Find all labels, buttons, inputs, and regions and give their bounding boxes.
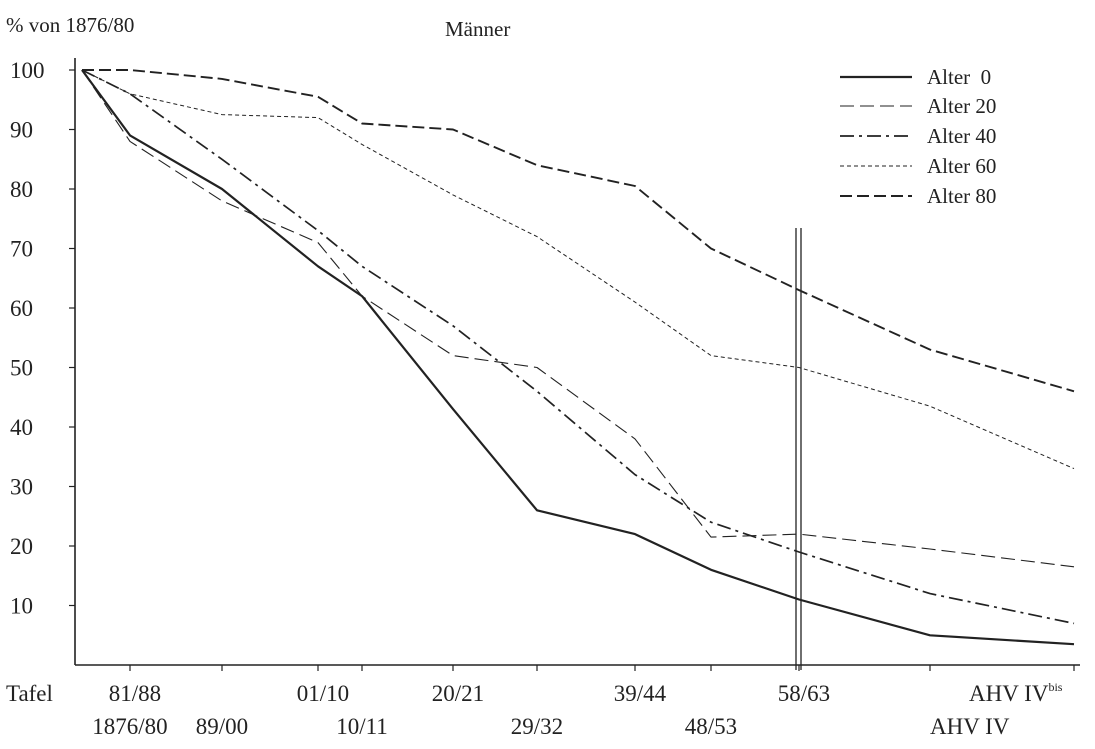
legend: Alter 0 Alter 20 Alter 40 Alter 60 Alter 80 bbox=[840, 65, 996, 208]
x-tick-label: 10/11 bbox=[336, 714, 388, 739]
y-tick-label: 60 bbox=[10, 296, 33, 321]
chart-title: Männer bbox=[445, 17, 510, 41]
x-tick-label: 58/63 bbox=[778, 681, 830, 706]
series-lines bbox=[81, 69, 1075, 646]
legend-label-0: Alter 0 bbox=[927, 65, 991, 89]
y-tick-label: 20 bbox=[10, 534, 33, 559]
series-line-0 bbox=[81, 69, 1075, 646]
series-line-1 bbox=[81, 69, 1075, 568]
x-tick-label: 20/21 bbox=[432, 681, 484, 706]
x-tick-label: 48/53 bbox=[685, 714, 737, 739]
legend-label-2: Alter 40 bbox=[927, 124, 996, 148]
y-tick-label: 30 bbox=[10, 475, 33, 500]
series-line-3 bbox=[81, 69, 1075, 470]
y-tick-label: 10 bbox=[10, 594, 33, 619]
x-tick-labels: 81/88 01/10 20/21 39/44 58/63 AHV IVbis1876/8… bbox=[92, 665, 1075, 739]
y-axis-label: % von 1876/80 bbox=[6, 13, 134, 37]
x-tick-label: 89/00 bbox=[196, 714, 248, 739]
x-tick-label: 29/32 bbox=[511, 714, 563, 739]
annotation-double-line bbox=[795, 228, 802, 670]
legend-label-4: Alter 80 bbox=[927, 184, 996, 208]
axes bbox=[74, 58, 1080, 666]
y-tick-label: 90 bbox=[10, 118, 33, 143]
y-tick-label: 50 bbox=[10, 356, 33, 381]
legend-label-3: Alter 60 bbox=[927, 154, 996, 178]
y-ticks: 10 20 30 40 50 60 70 80 90 100 bbox=[10, 58, 75, 619]
series-line-2 bbox=[81, 69, 1075, 625]
series-line-4 bbox=[82, 69, 1075, 393]
y-tick-label: 100 bbox=[10, 58, 45, 83]
y-tick-label: 40 bbox=[10, 415, 33, 440]
x-tick-label: AHV IVbis bbox=[969, 680, 1063, 706]
x-tick-label: 39/44 bbox=[614, 681, 667, 706]
y-tick-label: 70 bbox=[10, 237, 33, 262]
x-tick-label-superscript: bis bbox=[1048, 680, 1062, 694]
x-tick-label: 1876/80 bbox=[92, 714, 167, 739]
x-tick-label: AHV IV bbox=[930, 714, 1010, 739]
legend-label-1: Alter 20 bbox=[927, 94, 996, 118]
x-tick-label: 01/10 bbox=[297, 681, 349, 706]
x-axis-label: Tafel bbox=[6, 681, 53, 706]
x-tick-label: 81/88 bbox=[109, 681, 161, 706]
y-tick-label: 80 bbox=[10, 177, 33, 202]
